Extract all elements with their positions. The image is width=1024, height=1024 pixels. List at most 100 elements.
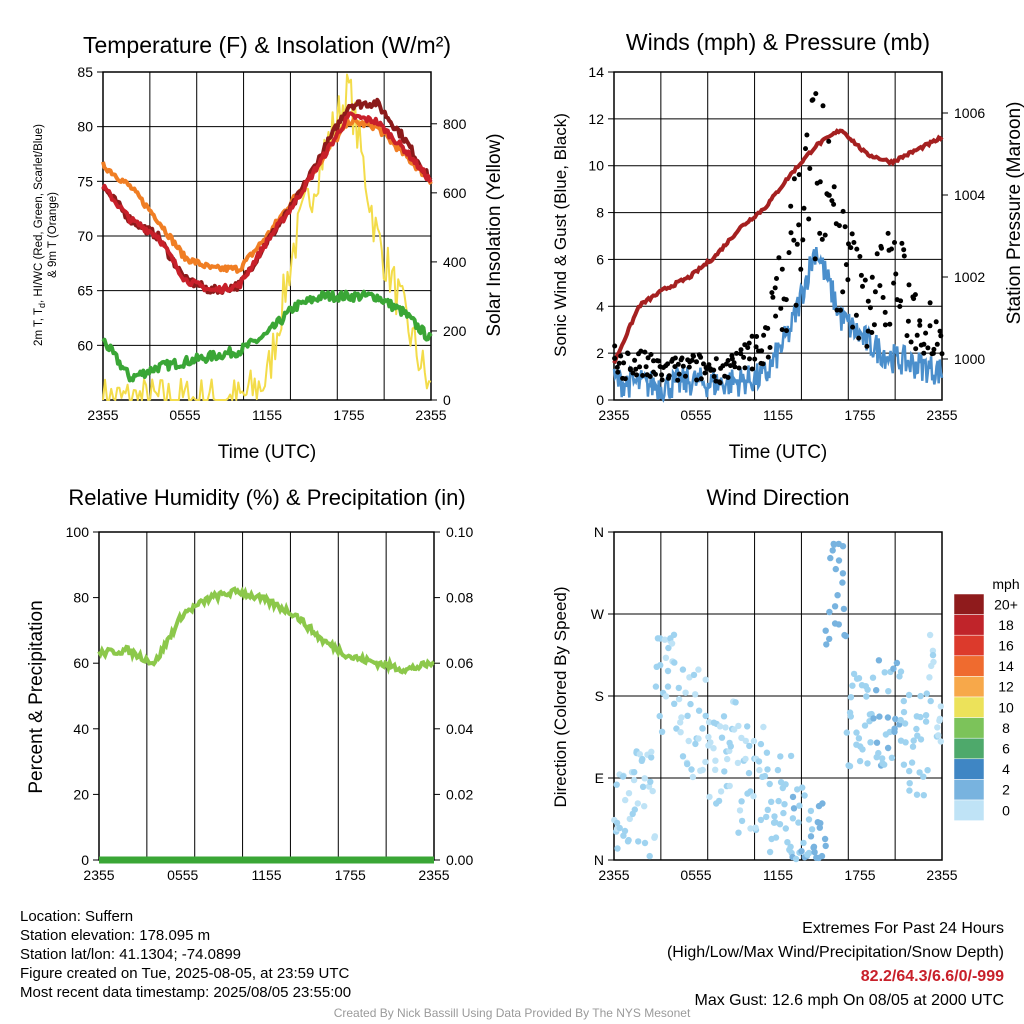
created-text: Figure created on Tue, 2025-08-05, at 23…	[20, 965, 350, 982]
gust-point	[618, 353, 624, 359]
rh-frame	[98, 531, 435, 861]
direction-point	[684, 760, 691, 768]
gust-point	[937, 328, 943, 334]
colorbar-label-16: 16	[998, 638, 1014, 654]
colorbar-swatch-8	[953, 717, 985, 739]
gust-point	[831, 201, 837, 207]
dir-xtick-2355-0: 2355	[598, 867, 629, 883]
gust-point	[643, 364, 649, 370]
wind-ytick-1: 2	[596, 345, 604, 361]
rh-ytick-5: 100	[66, 524, 90, 540]
gust-point	[615, 369, 621, 375]
gust-point	[793, 302, 799, 308]
gust-point	[736, 365, 742, 371]
direction-point	[801, 792, 808, 799]
direction-point	[625, 790, 633, 797]
temperature-panel: Temperature (F) & Insolation (W/m²) 2m T…	[33, 32, 505, 463]
winds-plot-area: 2355 0555 1155 1755 235502468101214100010021…	[588, 64, 985, 423]
direction-point	[738, 817, 746, 825]
direction-point	[884, 714, 892, 721]
dir-ytick-S-2: S	[595, 688, 604, 704]
direction-point	[855, 735, 863, 742]
direction-point	[641, 775, 648, 782]
temp-y2tick-4: 800	[443, 116, 467, 132]
gust-point	[849, 231, 855, 237]
gust-point	[887, 321, 893, 327]
wind-y2tick-0: 1000	[954, 351, 985, 367]
gust-point	[749, 366, 755, 372]
wind-ytick-6: 12	[588, 111, 604, 127]
direction-point	[639, 783, 647, 790]
temp-y2tick-2: 400	[443, 254, 467, 270]
direction-point	[936, 717, 943, 724]
gust-point	[931, 346, 937, 352]
direction-point	[712, 766, 719, 773]
direction-point	[764, 806, 771, 813]
direction-point	[647, 778, 654, 785]
wind-ytick-4: 8	[596, 205, 604, 221]
colorbar-label-12: 12	[998, 679, 1014, 695]
direction-point	[830, 541, 838, 548]
direction-point	[678, 714, 685, 721]
gust-point	[683, 373, 688, 379]
temp-xtick-1155-2: 1155	[252, 407, 282, 423]
direction-point	[752, 824, 759, 831]
gust-point	[829, 198, 835, 204]
direction-point	[720, 713, 728, 720]
direction-point	[641, 803, 648, 810]
winds-y2label: Station Pressure (Maroon)	[1004, 102, 1024, 325]
direction-point	[695, 707, 703, 714]
temperature-ylabel-subscript: d	[37, 303, 47, 308]
direction-point	[695, 666, 702, 673]
direction-point	[648, 754, 655, 761]
gust-point	[659, 377, 665, 383]
gust-point	[704, 366, 710, 371]
gust-point	[826, 138, 832, 144]
direction-point	[789, 793, 797, 801]
gust-point	[698, 376, 704, 382]
colorbar-swatch-18	[953, 614, 985, 636]
direction-point	[900, 697, 907, 705]
direction-point	[635, 838, 642, 845]
temp-y2tick-1: 200	[443, 323, 467, 339]
direction-point	[827, 554, 834, 562]
direction-point	[625, 836, 632, 844]
direction-point	[917, 736, 925, 743]
direction-point	[682, 689, 689, 696]
gust-point	[925, 345, 931, 351]
gust-point	[845, 277, 851, 283]
dir-ytick-N-4: N	[594, 524, 604, 540]
gust-point	[616, 360, 622, 366]
direction-point	[656, 712, 663, 720]
direction-point	[870, 715, 877, 722]
colorbar-swatch-14	[953, 655, 985, 677]
direction-point	[937, 703, 944, 710]
direction-point	[847, 713, 854, 720]
direction-point	[695, 735, 702, 742]
colorbar-swatch-16	[953, 634, 985, 657]
gust-point	[840, 208, 846, 214]
colorbar-label-6: 6	[1002, 741, 1010, 757]
station-info: Location: Suffern Station elevation: 178…	[20, 907, 351, 1002]
temp-ytick-0: 60	[77, 337, 93, 353]
direction-point	[735, 722, 742, 730]
gust-point	[632, 357, 638, 363]
gust-point	[831, 184, 837, 190]
extremes-values: 82.2/64.3/6.6/0/-999	[860, 968, 1004, 985]
gust-point	[869, 330, 875, 335]
colorbar-label-8: 8	[1002, 720, 1010, 736]
gust-point	[901, 253, 907, 259]
direction-point	[671, 700, 678, 707]
direction-point	[906, 787, 913, 794]
wind-ytick-7: 14	[588, 64, 604, 80]
gust-point	[850, 324, 856, 330]
colorbar-label-0: 0	[1002, 802, 1010, 818]
direction-point	[926, 674, 933, 681]
direction-point	[832, 565, 839, 573]
direction-point	[807, 807, 815, 815]
direction-point	[771, 813, 778, 820]
rh-y2tick-2: 0.04	[446, 721, 473, 737]
wind-ytick-2: 4	[596, 298, 604, 314]
rh-xtick-2355-0: 2355	[83, 867, 114, 883]
